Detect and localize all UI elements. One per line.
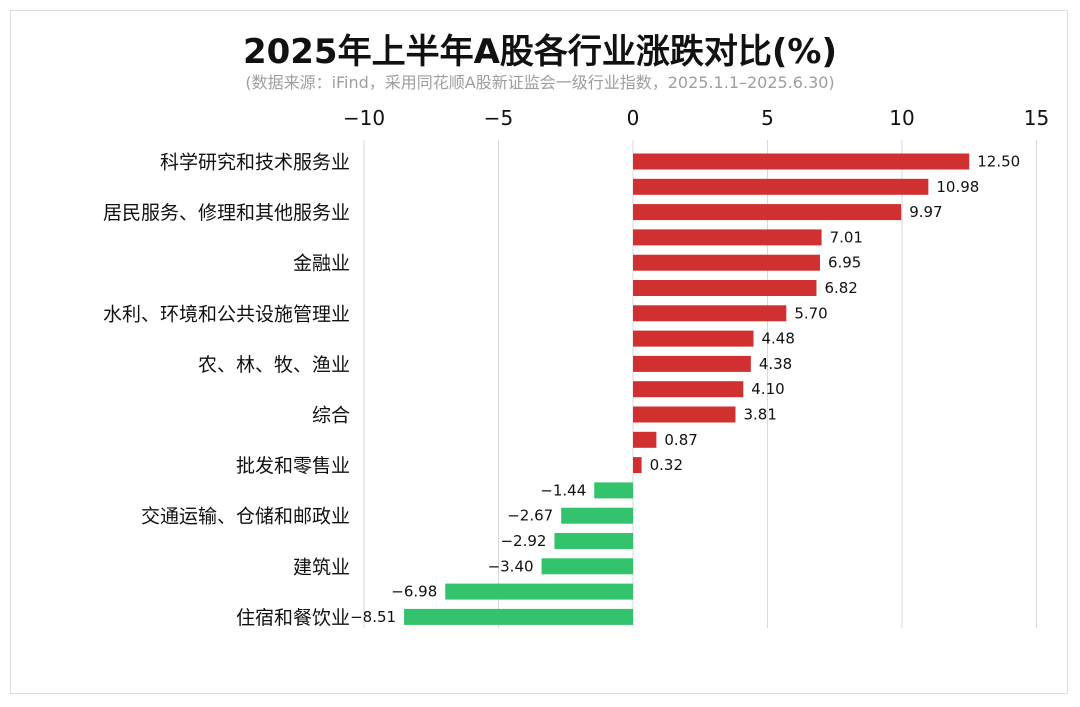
category-label: 建筑业: [293, 556, 350, 578]
category-label: 科学研究和技术服务业: [160, 152, 350, 174]
bar-value-label: −1.44: [540, 481, 586, 499]
bar-value-label: 4.38: [759, 355, 792, 373]
bar: [633, 406, 736, 423]
x-tick-label: 5: [761, 106, 774, 130]
bar: [633, 355, 751, 372]
bar: [594, 482, 633, 499]
bar: [633, 431, 657, 448]
category-label: 批发和零售业: [236, 455, 350, 477]
bar-value-label: −3.40: [488, 557, 534, 575]
bar: [554, 533, 633, 549]
bar: [633, 457, 642, 474]
bar: [633, 381, 744, 398]
bar: [633, 280, 817, 296]
category-label: 居民服务、修理和其他服务业: [103, 202, 350, 224]
x-tick-label: −10: [343, 106, 385, 130]
bar: [404, 608, 633, 625]
category-label: 综合: [312, 405, 350, 427]
bar-value-label: 10.98: [936, 178, 979, 196]
category-label: 金融业: [293, 253, 350, 275]
bar: [633, 254, 820, 271]
x-tick-label: 0: [627, 106, 640, 130]
bar-value-label: −6.98: [391, 583, 437, 601]
bar: [541, 558, 633, 575]
bar-value-label: −8.51: [350, 608, 396, 626]
category-label: 住宿和餐饮业: [236, 607, 350, 629]
bar-value-label: 4.10: [751, 380, 784, 398]
bar: [633, 153, 970, 170]
bar-value-label: −2.92: [500, 532, 546, 550]
chart-subtitle: (数据来源：iFind，采用同花顺A股新证监会一级行业指数，2025.1.1–2…: [245, 73, 835, 92]
bar: [445, 583, 633, 600]
bar: [633, 204, 902, 221]
bar-value-label: 6.95: [828, 254, 861, 272]
chart-frame: [10, 10, 1068, 694]
category-label: 交通运输、仓储和邮政业: [141, 506, 350, 528]
x-tick-label: 10: [889, 106, 914, 130]
bar-value-label: 12.50: [977, 153, 1020, 171]
bar-value-label: 5.70: [794, 304, 827, 322]
category-label: 农、林、牧、渔业: [198, 354, 350, 376]
category-label: 水利、环境和公共设施管理业: [103, 303, 350, 325]
bar-value-label: −2.67: [507, 507, 553, 525]
x-tick-label: 15: [1024, 106, 1049, 130]
bar-value-label: 6.82: [824, 279, 857, 297]
bar-value-label: 3.81: [743, 406, 776, 424]
bar-value-label: 4.48: [762, 330, 795, 348]
bar-value-label: 7.01: [830, 228, 863, 246]
bar: [633, 229, 822, 246]
bar-value-label: 0.87: [664, 431, 697, 449]
bar: [633, 178, 929, 195]
bar-value-label: 9.97: [909, 203, 942, 221]
x-tick-label: −5: [484, 106, 513, 130]
bar: [561, 507, 633, 524]
chart-title: 2025年上半年A股各行业涨跌对比(%): [242, 32, 838, 72]
bar-value-label: 0.32: [650, 456, 683, 474]
bar: [633, 305, 787, 322]
bar: [633, 330, 754, 347]
